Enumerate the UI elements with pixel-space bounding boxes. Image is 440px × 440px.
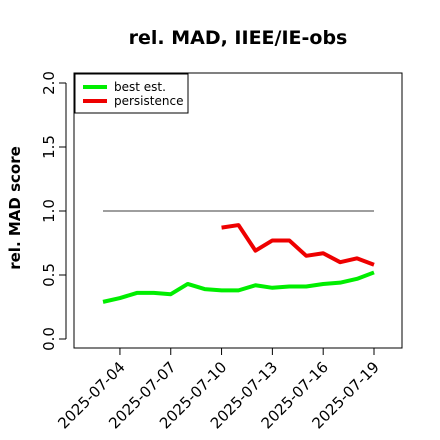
y-tick-label: 0.0 [40,327,58,351]
y-tick-label: 1.0 [40,199,58,223]
legend-label-persistence: persistence [114,94,183,108]
legend-box [74,73,189,114]
y-tick-label: 1.5 [40,135,58,159]
series-line-persistence [221,223,375,267]
x-axis: 2025-07-042025-07-072025-07-102025-07-13… [54,347,383,432]
chart-title: rel. MAD, IIEE/IE-obs [129,27,348,49]
y-tick-label: 0.5 [40,263,58,287]
y-axis-label: rel. MAD score [6,146,24,270]
series-line-best-est [102,270,375,304]
legend: best est. persistence [74,73,189,114]
series-layer [102,223,375,304]
y-tick-label: 2.0 [40,71,58,95]
legend-label-best-est: best est. [114,80,166,94]
y-axis: 0.0 0.5 1.0 1.5 2.0 [40,71,67,351]
